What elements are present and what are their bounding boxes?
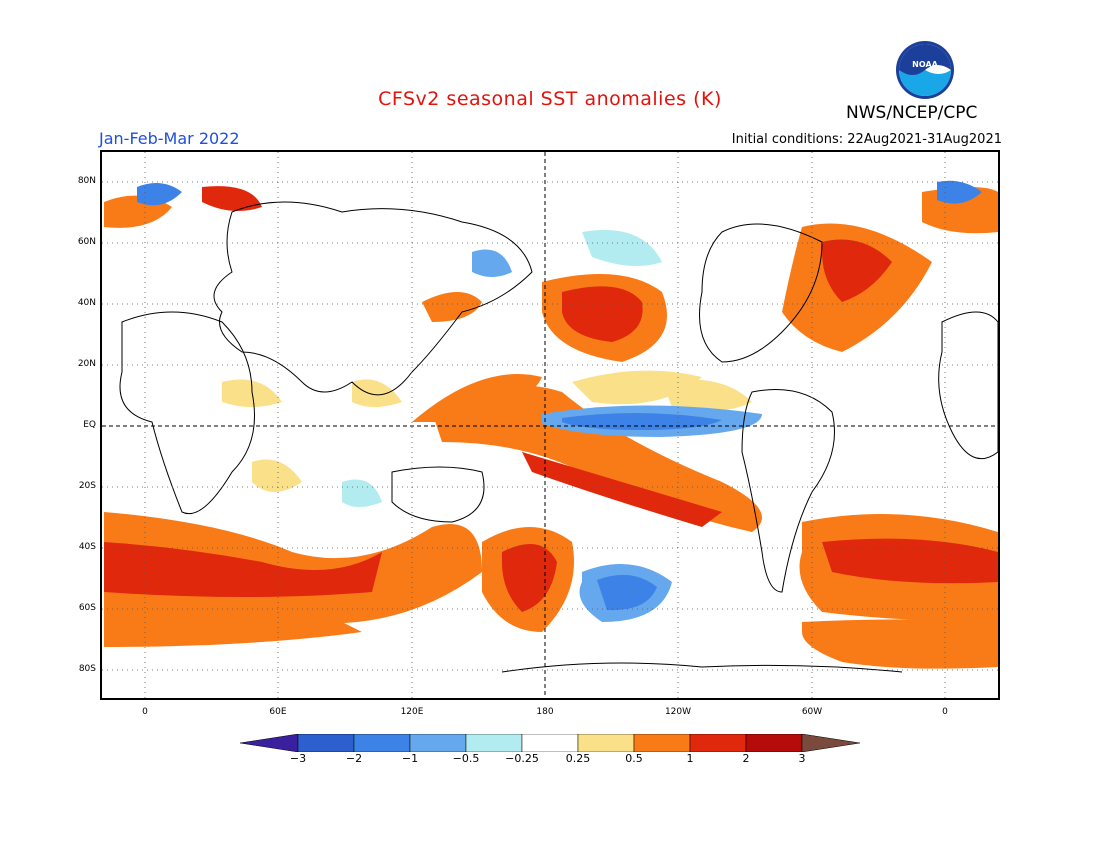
colorbar-label: 0.5 [625, 752, 643, 765]
agency-label: NWS/NCEP/CPC [846, 103, 978, 123]
lat-label: 60N [77, 237, 96, 247]
colorbar-segment [465, 734, 523, 752]
colorbar-segment [353, 734, 411, 752]
colorbar-high-triangle [801, 734, 860, 752]
colorbar-segment [521, 734, 579, 752]
lat-label: 60S [78, 603, 96, 613]
colorbar-segment [297, 734, 355, 752]
lon-label: 0 [142, 707, 148, 717]
colorbar-label: 2 [742, 752, 750, 765]
colorbar [240, 734, 860, 752]
colorbar-label: −0.5 [452, 752, 480, 765]
lat-label: 40N [77, 298, 96, 308]
noaa-logo: NOAA [896, 41, 954, 99]
colorbar-label: 0.25 [565, 752, 591, 765]
sst-anomaly-map [100, 150, 1000, 700]
forecast-period: Jan-Feb-Mar 2022 [99, 129, 240, 148]
colorbar-label: 1 [686, 752, 694, 765]
colorbar-segment [577, 734, 635, 752]
initial-conditions: Initial conditions: 22Aug2021-31Aug2021 [731, 132, 1002, 147]
colorbar-label: −0.25 [505, 752, 539, 765]
colorbar-label: 3 [798, 752, 806, 765]
colorbar-low-triangle [240, 734, 299, 752]
lat-label: 20N [77, 359, 96, 369]
colorbar-segment [633, 734, 691, 752]
svg-text:NOAA: NOAA [912, 60, 938, 69]
lat-label: 40S [78, 542, 96, 552]
cool-anomaly-fields [137, 180, 982, 622]
lat-label: 80N [77, 176, 96, 186]
colorbar-segment [745, 734, 803, 752]
warm-anomaly-fields [104, 186, 998, 669]
lon-label: 120E [400, 707, 424, 717]
lat-label: 80S [78, 664, 96, 674]
lon-label: 120W [664, 707, 692, 717]
lon-label: 180 [536, 707, 554, 717]
lon-label: 60E [269, 707, 287, 717]
colorbar-label: −1 [401, 752, 419, 765]
lon-label: 0 [942, 707, 948, 717]
colorbar-label: −2 [345, 752, 363, 765]
lat-label: EQ [83, 420, 96, 430]
colorbar-label: −3 [289, 752, 307, 765]
colorbar-segment [409, 734, 467, 752]
grid-lines [102, 152, 998, 698]
colorbar-segment [689, 734, 747, 752]
lat-label: 20S [78, 481, 96, 491]
chart-title: CFSv2 seasonal SST anomalies (K) [378, 88, 722, 110]
lon-label: 60W [801, 707, 823, 717]
